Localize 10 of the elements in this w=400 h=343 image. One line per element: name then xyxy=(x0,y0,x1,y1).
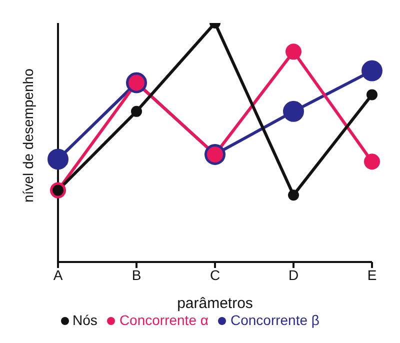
x-axis-title: parâmetros xyxy=(177,295,253,312)
x-tick-label: C xyxy=(210,266,220,283)
legend-label: Concorrente β xyxy=(230,312,320,328)
y-axis-title: nível de desempenho xyxy=(20,68,36,202)
legend-label: Nós xyxy=(72,312,98,328)
legend-label: Concorrente α xyxy=(119,312,208,328)
x-tick-label: D xyxy=(288,266,299,283)
x-tick-label: E xyxy=(367,266,377,283)
x-tick-label: A xyxy=(53,266,64,283)
x-tick-label: B xyxy=(132,266,142,283)
